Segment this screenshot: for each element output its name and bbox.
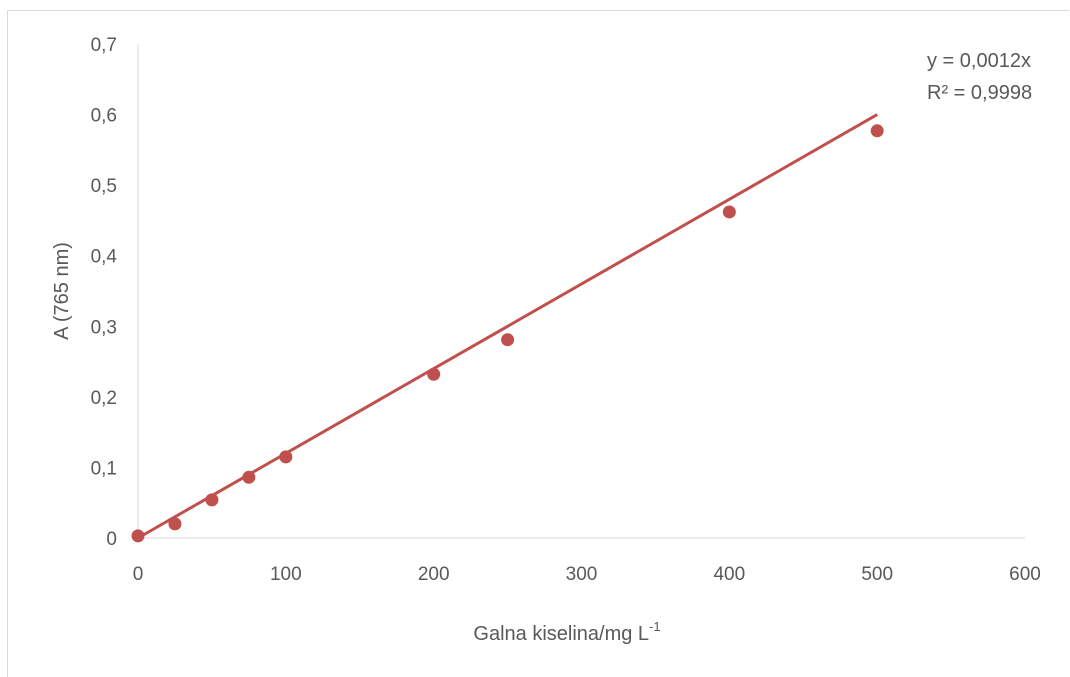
data-points bbox=[131, 124, 884, 543]
data-point bbox=[722, 205, 736, 219]
y-tick-label: 0 bbox=[106, 529, 117, 550]
data-point bbox=[205, 493, 219, 507]
x-tick-label: 100 bbox=[270, 564, 302, 585]
data-point bbox=[427, 367, 441, 381]
x-tick-label: 500 bbox=[861, 564, 893, 585]
trendline bbox=[137, 113, 878, 540]
y-axis-title: A (765 nm) bbox=[51, 242, 73, 340]
y-tick-label: 0,2 bbox=[91, 388, 117, 409]
x-axis-title-superscript: -1 bbox=[649, 619, 661, 634]
y-tick-label: 0,6 bbox=[91, 106, 117, 127]
y-tick-label: 0,7 bbox=[91, 35, 117, 56]
data-point bbox=[279, 450, 293, 464]
x-tick-label: 600 bbox=[1009, 564, 1041, 585]
data-point bbox=[168, 517, 182, 531]
data-point bbox=[870, 124, 884, 138]
x-tick-labels: 0 100 200 300 400 500 600 bbox=[133, 564, 1041, 585]
chart-frame bbox=[7, 10, 1069, 677]
x-tick-label: 300 bbox=[566, 564, 598, 585]
y-tick-label: 0,4 bbox=[91, 247, 118, 268]
x-tick-label: 0 bbox=[133, 564, 144, 585]
y-tick-label: 0,3 bbox=[91, 317, 117, 338]
x-tick-label: 200 bbox=[418, 564, 450, 585]
trendline-equation: y = 0,0012x bbox=[927, 50, 1031, 72]
x-axis-title-text: Galna kiselina/mg L bbox=[473, 623, 649, 645]
y-tick-labels: 0 0,1 0,2 0,3 0,4 0,5 0,6 0,7 bbox=[91, 35, 118, 550]
y-tick-label: 0,5 bbox=[91, 176, 117, 197]
axes bbox=[137, 44, 1025, 539]
x-tick-label: 400 bbox=[713, 564, 745, 585]
data-point bbox=[501, 333, 515, 347]
data-point bbox=[131, 529, 145, 543]
trendline-r-squared: R² = 0,9998 bbox=[927, 82, 1032, 104]
y-tick-label: 0,1 bbox=[91, 458, 117, 479]
x-axis-title: Galna kiselina/mg L-1 bbox=[473, 619, 660, 645]
data-point bbox=[242, 470, 256, 484]
